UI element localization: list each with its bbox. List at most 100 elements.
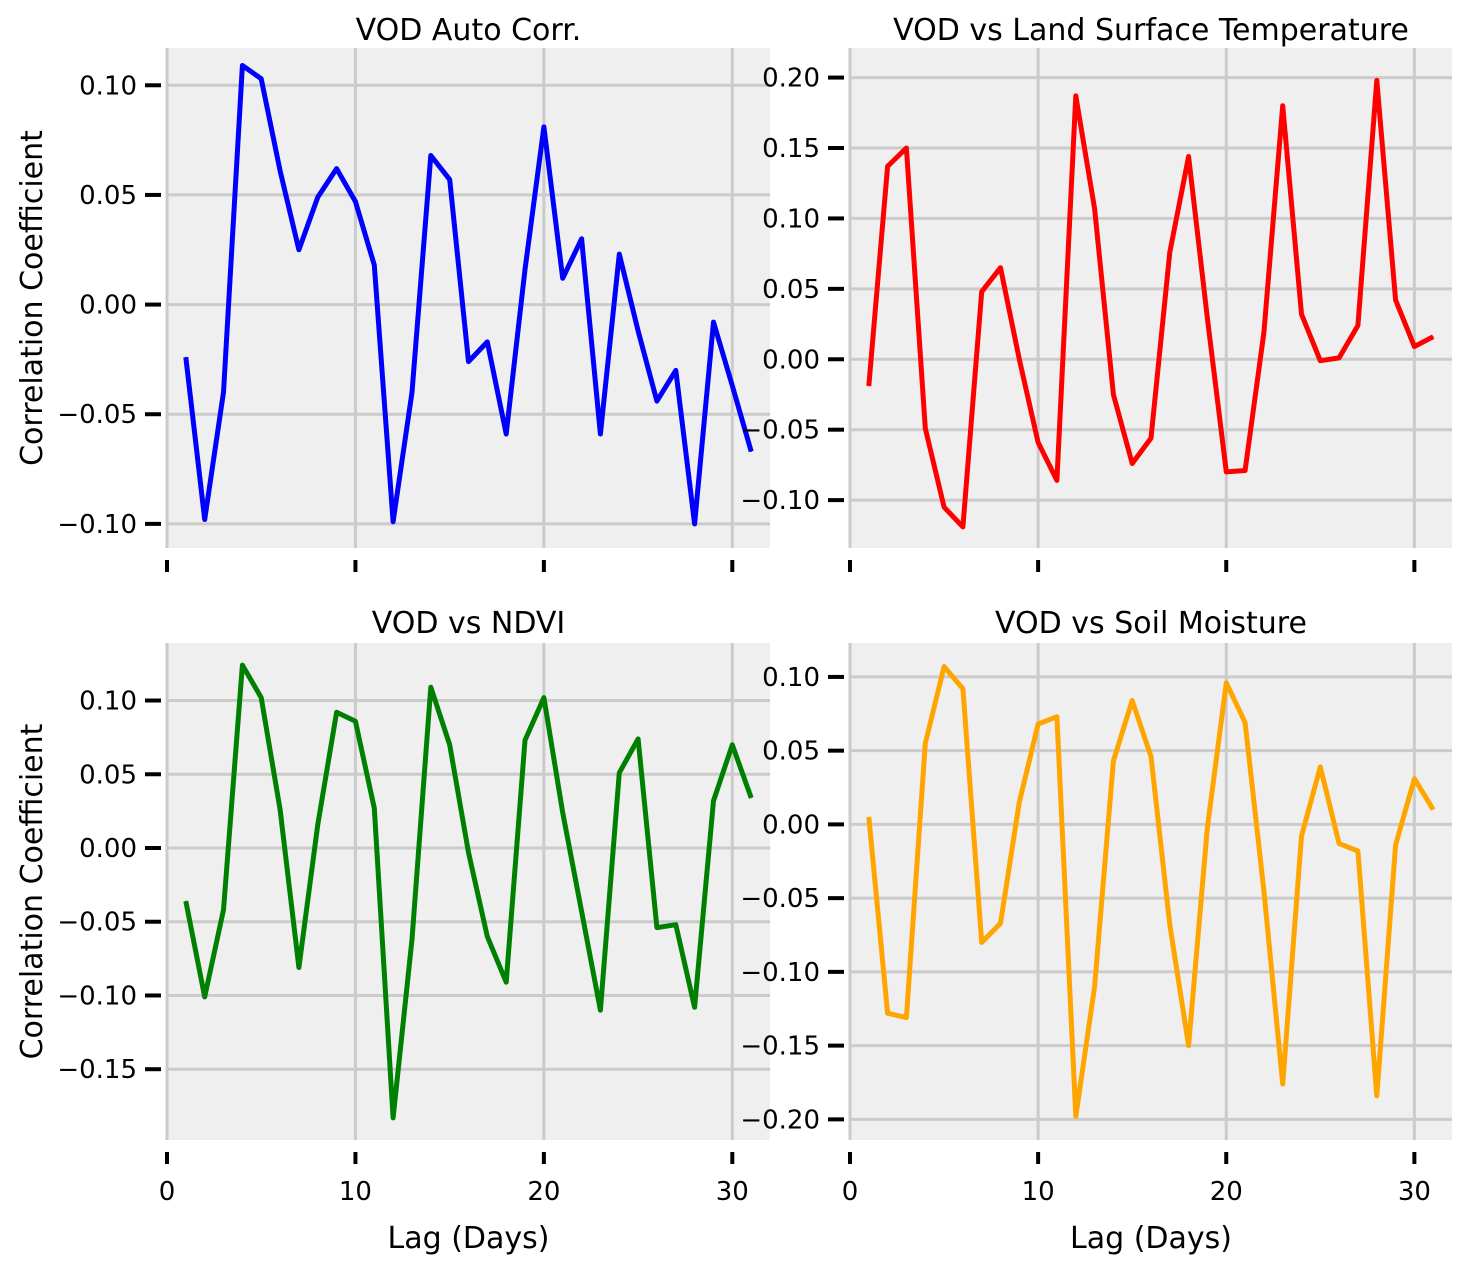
- data-point: [581, 910, 583, 912]
- data-point: [1432, 336, 1434, 338]
- data-point: [317, 196, 319, 198]
- data-point: [468, 851, 469, 853]
- data-point: [1263, 332, 1265, 334]
- y-tick-label: 0.10: [762, 663, 820, 693]
- plot-area: [167, 48, 770, 548]
- data-point: [392, 1117, 394, 1119]
- data-point: [868, 816, 870, 818]
- data-point: [656, 400, 658, 402]
- data-point: [731, 744, 733, 746]
- data-point: [905, 147, 907, 149]
- data-point: [1244, 722, 1246, 724]
- data-point: [962, 526, 964, 528]
- y-tick-label: −0.05: [57, 908, 137, 938]
- data-point: [505, 981, 507, 983]
- data-point: [279, 170, 281, 172]
- y-tick-label: 0.05: [762, 275, 820, 305]
- y-tick-label: −0.15: [57, 1055, 137, 1085]
- data-point: [1000, 922, 1001, 924]
- y-tick-label: −0.10: [57, 510, 137, 540]
- data-point: [1263, 890, 1265, 892]
- x-tick-label: 10: [339, 1177, 372, 1207]
- data-point: [1301, 313, 1302, 315]
- data-point: [354, 201, 356, 203]
- data-point: [1206, 317, 1208, 319]
- y-tick-label: −0.10: [57, 981, 137, 1011]
- data-point: [1056, 716, 1058, 718]
- data-point: [354, 720, 356, 722]
- data-point: [1376, 79, 1378, 81]
- data-point: [185, 900, 187, 902]
- data-point: [1395, 844, 1397, 846]
- data-point: [675, 924, 677, 926]
- data-point: [1206, 826, 1208, 828]
- data-point: [543, 126, 545, 128]
- data-point: [1056, 479, 1058, 481]
- y-tick-label: −0.15: [740, 1032, 820, 1062]
- data-point: [599, 433, 601, 435]
- y-tick-label: 0.00: [762, 345, 820, 375]
- y-tick-label: 0.15: [762, 134, 820, 164]
- data-point: [712, 800, 714, 802]
- data-point: [1225, 682, 1227, 684]
- data-point: [1319, 360, 1321, 362]
- data-point: [750, 451, 752, 453]
- y-tick-label: 0.00: [79, 291, 137, 321]
- data-point: [924, 427, 926, 429]
- x-axis-label: Lag (Days): [388, 1221, 550, 1256]
- data-point: [1075, 1115, 1077, 1117]
- data-point: [1075, 95, 1077, 97]
- data-point: [505, 433, 507, 435]
- data-point: [1000, 267, 1001, 269]
- data-point: [411, 938, 413, 940]
- data-point: [1282, 105, 1284, 107]
- data-point: [712, 321, 714, 323]
- data-point: [336, 711, 338, 713]
- data-point: [599, 1009, 601, 1011]
- data-point: [373, 264, 375, 266]
- data-point: [1357, 850, 1359, 852]
- data-point: [430, 154, 432, 156]
- data-point: [1131, 700, 1133, 702]
- x-tick-label: 10: [1022, 1177, 1055, 1207]
- data-point: [1395, 299, 1397, 301]
- data-point: [1376, 1095, 1378, 1097]
- subplot-4: 0 10 20 30 −0.20 −0.15 −0.10 −0.05 0.00 0.05 0.10 V…: [740, 606, 1452, 1256]
- data-point: [298, 966, 300, 968]
- data-point: [943, 666, 945, 668]
- data-point: [298, 249, 300, 251]
- data-point: [449, 744, 451, 746]
- data-point: [1225, 471, 1227, 473]
- data-point: [1094, 208, 1096, 210]
- subplot-1: −0.10 −0.05 0.00 0.05 0.10 VOD Auto Corr. Corr…: [15, 13, 770, 572]
- data-point: [618, 253, 620, 255]
- x-tick-label: 20: [1210, 1177, 1243, 1207]
- data-point: [962, 688, 964, 690]
- data-point: [1282, 1083, 1284, 1085]
- subplot-3: 0 10 20 30 −0.15 −0.10 −0.05 0.00 0.05 0.10 VOD vs…: [15, 606, 770, 1256]
- data-point: [1357, 324, 1359, 326]
- data-point: [1244, 470, 1246, 472]
- y-tick-label: 0.05: [762, 737, 820, 767]
- data-point: [562, 277, 564, 279]
- data-point: [1150, 756, 1152, 758]
- data-point: [868, 385, 870, 387]
- data-point: [1301, 835, 1302, 837]
- data-point: [524, 739, 526, 741]
- x-tick-label: 30: [1398, 1177, 1431, 1207]
- data-point: [675, 369, 677, 371]
- data-point: [486, 341, 488, 343]
- data-point: [411, 391, 413, 393]
- data-point: [887, 1012, 889, 1014]
- y-tick-label: 0.00: [79, 834, 137, 864]
- data-point: [223, 391, 225, 393]
- plot-area: [850, 48, 1452, 548]
- y-axis-label: Correlation Coefficient: [15, 130, 50, 466]
- data-point: [887, 165, 889, 167]
- data-point: [1338, 357, 1340, 359]
- y-tick-label: −0.05: [740, 416, 820, 446]
- plot-area: [167, 643, 770, 1140]
- data-point: [694, 1006, 696, 1008]
- plot-area: [850, 643, 1452, 1140]
